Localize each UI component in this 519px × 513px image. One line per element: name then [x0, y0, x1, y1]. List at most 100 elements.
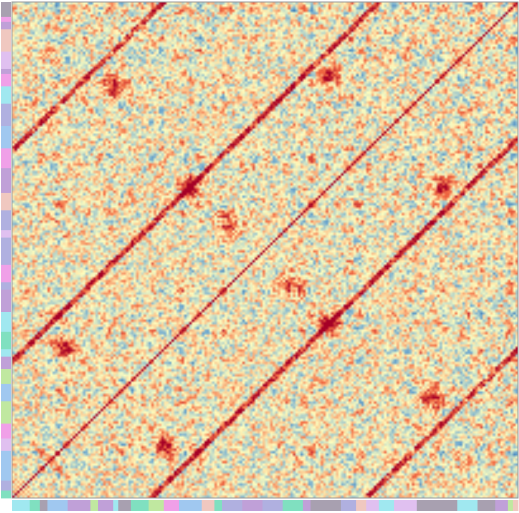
column-annotation-cell [62, 500, 66, 511]
row-annotation-cell [1, 396, 11, 400]
row-annotation-cell [1, 267, 11, 271]
column-annotation-cell [98, 500, 101, 511]
row-annotation-cell [1, 202, 11, 206]
column-annotation-cell [267, 500, 271, 511]
column-annotation-cell [47, 500, 51, 511]
column-annotation-cell [371, 500, 375, 511]
column-annotation-cell [227, 500, 230, 511]
column-annotation-cell [244, 500, 248, 511]
column-annotation-cell [67, 500, 71, 511]
row-annotation-cell [1, 250, 11, 253]
column-annotation-cell [17, 500, 20, 511]
row-annotation-cell [1, 428, 11, 432]
row-annotation-cell [1, 416, 11, 420]
row-annotation-cell [1, 423, 11, 427]
row-annotation-cell [1, 284, 11, 288]
row-annotation-cell [1, 86, 11, 90]
column-annotation-cell [211, 500, 215, 511]
column-annotation-cell [199, 500, 203, 511]
column-annotation-cell [300, 500, 304, 511]
column-annotation-cell [351, 500, 354, 511]
row-annotation-cell [1, 408, 11, 412]
row-annotation-cell [1, 116, 11, 119]
row-annotation-cell [1, 148, 11, 152]
row-annotation-cell [1, 438, 11, 442]
column-annotation-cell [272, 500, 276, 511]
row-annotation-cell [1, 150, 11, 154]
column-annotation-cell [24, 500, 28, 511]
column-annotation-cell [125, 500, 129, 511]
row-annotation-cell [1, 262, 11, 266]
row-annotation-cell [1, 473, 11, 477]
row-annotation-cell [1, 113, 11, 117]
row-annotation-cell [1, 98, 11, 102]
column-annotation-cell [485, 500, 489, 511]
row-annotation-cell [1, 292, 11, 296]
column-annotation-cell [32, 500, 36, 511]
column-annotation-cell [65, 500, 69, 511]
column-annotation-cell [305, 500, 309, 511]
row-annotation-bar [1, 2, 11, 499]
row-annotation-cell [1, 91, 11, 95]
column-annotation-cell [168, 500, 172, 511]
row-annotation-cell [1, 351, 11, 355]
row-annotation-cell [1, 21, 11, 25]
column-annotation-cell [406, 500, 410, 511]
column-annotation-cell [315, 500, 319, 511]
row-annotation-cell [1, 433, 11, 437]
column-annotation-cell [221, 500, 225, 511]
column-annotation-cell [34, 500, 38, 511]
column-annotation-cell [447, 500, 451, 511]
column-annotation-cell [353, 500, 357, 511]
column-annotation-cell [270, 500, 273, 511]
row-annotation-cell [1, 465, 11, 469]
row-annotation-cell [1, 121, 11, 124]
row-annotation-cell [1, 11, 11, 15]
row-annotation-cell [1, 173, 11, 176]
column-annotation-cell [49, 500, 53, 511]
column-annotation-cell [158, 500, 162, 511]
row-annotation-cell [1, 64, 11, 67]
column-annotation-cell [239, 500, 243, 511]
row-annotation-cell [1, 458, 11, 462]
column-annotation-cell [492, 500, 496, 511]
column-annotation-cell [419, 500, 423, 511]
row-annotation-cell [1, 222, 11, 226]
column-annotation-cell [166, 500, 170, 511]
row-annotation-cell [1, 483, 11, 486]
row-annotation-cell [1, 341, 11, 345]
column-annotation-cell [399, 500, 403, 511]
row-annotation-cell [1, 386, 11, 390]
column-annotation-cell [247, 500, 251, 511]
column-annotation-cell [146, 500, 150, 511]
row-annotation-cell [1, 279, 11, 283]
row-annotation-cell [1, 225, 11, 229]
row-annotation-cell [1, 381, 11, 385]
column-annotation-cell [29, 500, 33, 511]
row-annotation-cell [1, 254, 11, 258]
heatmap-frame [11, 1, 519, 499]
row-annotation-cell [1, 31, 11, 35]
column-annotation-cell [381, 500, 385, 511]
column-annotation-cell [426, 500, 430, 511]
row-annotation-cell [1, 185, 11, 189]
row-annotation-cell [1, 460, 11, 464]
column-annotation-cell [340, 500, 344, 511]
column-annotation-cell [404, 500, 408, 511]
column-annotation-cell [82, 500, 86, 511]
column-annotation-cell [252, 500, 256, 511]
row-annotation-cell [1, 135, 11, 139]
row-annotation-cell [1, 455, 11, 459]
column-annotation-cell [113, 500, 117, 511]
row-annotation-cell [1, 346, 11, 350]
column-annotation-cell [153, 500, 157, 511]
column-annotation-cell [209, 500, 213, 511]
row-annotation-cell [1, 61, 11, 65]
column-annotation-cell [308, 500, 311, 511]
column-annotation-cell [313, 500, 316, 511]
column-annotation-cell [510, 500, 514, 511]
row-annotation-cell [1, 450, 11, 454]
column-annotation-cell [44, 500, 48, 511]
row-annotation-cell [1, 421, 11, 424]
